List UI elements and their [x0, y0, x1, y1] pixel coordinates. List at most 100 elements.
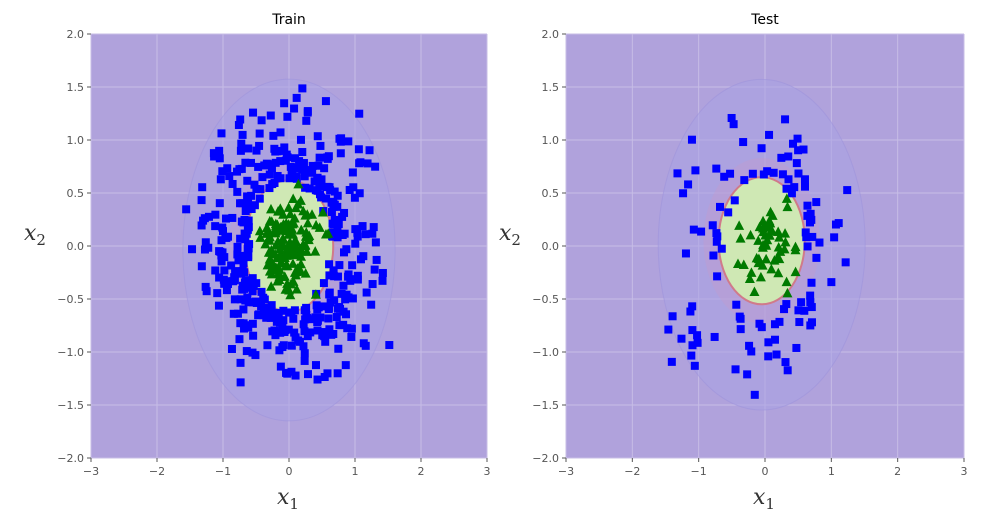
y-axis-label: x2 [499, 221, 521, 249]
class-0-point [292, 174, 301, 183]
class-0-point [344, 272, 353, 281]
class-0-point [325, 183, 334, 192]
class-0-point [780, 305, 789, 314]
class-0-point [684, 180, 693, 189]
class-0-point [339, 320, 348, 329]
class-0-point [266, 111, 275, 120]
class-1-point [285, 238, 296, 249]
class-0-point [295, 157, 304, 166]
class-0-point [690, 361, 699, 370]
class-0-point [250, 180, 259, 189]
y-tick-label: −0.5 [57, 293, 84, 306]
class-1-point [288, 276, 299, 286]
class-0-point [188, 245, 197, 254]
class-0-point [274, 311, 283, 320]
class-0-point [276, 328, 285, 337]
class-0-point [800, 175, 809, 184]
class-0-point [385, 341, 394, 350]
class-0-point [315, 153, 324, 162]
class-0-point [333, 272, 342, 281]
class-0-point [217, 251, 226, 260]
class-0-point [371, 162, 380, 171]
class-0-point [730, 196, 739, 205]
class-0-point [736, 325, 745, 334]
class-0-point [726, 169, 735, 178]
class-0-point [182, 205, 191, 214]
class-1-point [761, 253, 772, 264]
class-0-point [807, 318, 816, 327]
class-0-point [301, 183, 310, 192]
class-0-point [368, 229, 377, 238]
class-1-point [773, 267, 784, 278]
class-0-point [743, 370, 752, 379]
class-0-point [321, 97, 330, 106]
class-0-point [320, 164, 329, 173]
class-0-point [280, 143, 289, 152]
class-0-point [212, 150, 221, 159]
class-0-point [336, 137, 345, 146]
class-1-point [780, 236, 791, 247]
class-0-point [775, 317, 784, 326]
class-1-point [781, 276, 792, 287]
class-0-point [244, 216, 253, 225]
class-0-point [319, 302, 328, 311]
class-0-point [330, 296, 339, 305]
class-0-point [346, 276, 355, 285]
class-0-point [242, 347, 251, 356]
class-0-point [286, 162, 295, 171]
class-0-point [236, 358, 245, 367]
class-1-point [278, 233, 289, 244]
class-0-point [727, 113, 736, 122]
class-0-point [222, 286, 231, 295]
class-0-point [351, 239, 360, 248]
class-1-point [290, 202, 301, 213]
class-0-point [300, 349, 309, 358]
class-1-point [270, 239, 281, 250]
class-0-point [693, 338, 702, 347]
class-1-point [263, 247, 274, 257]
class-0-point [316, 313, 325, 322]
y-tick-label: 1.5 [542, 81, 560, 94]
class-0-point [367, 300, 376, 309]
class-0-point [252, 146, 261, 155]
class-0-point [197, 196, 206, 205]
class-0-point [239, 319, 248, 328]
class-0-point [322, 194, 331, 203]
class-0-point [233, 250, 242, 259]
class-0-point [332, 313, 341, 322]
class-0-point [378, 276, 387, 285]
class-0-point [298, 148, 307, 157]
class-0-point [233, 187, 242, 196]
y-tick-label: −2.0 [57, 452, 84, 465]
class-0-point [282, 150, 291, 159]
class-1-point [261, 222, 272, 233]
class-0-point [320, 372, 329, 381]
class-0-point [287, 367, 296, 376]
class-1-point [278, 209, 289, 219]
class-0-point [237, 164, 246, 173]
class-0-point [243, 176, 252, 185]
class-0-point [202, 287, 211, 296]
class-0-point [296, 135, 305, 144]
class-0-point [299, 159, 308, 168]
class-0-point [258, 173, 267, 182]
class-0-point [299, 342, 308, 351]
class-0-point [344, 137, 353, 146]
class-0-point [217, 236, 226, 245]
class-0-point [266, 313, 275, 322]
class-0-point [307, 166, 316, 175]
class-0-point [740, 176, 749, 185]
class-0-point [291, 371, 300, 380]
class-0-point [302, 116, 311, 125]
class-0-point [294, 336, 303, 345]
chart-title: Train [271, 12, 306, 28]
class-0-point [710, 332, 719, 341]
class-0-point [231, 267, 240, 276]
class-0-point [276, 362, 285, 371]
class-0-point [285, 174, 294, 183]
class-0-point [201, 282, 210, 291]
class-0-point [790, 183, 799, 192]
class-1-point [790, 266, 801, 277]
class-0-point [265, 170, 274, 179]
class-0-point [708, 221, 717, 230]
